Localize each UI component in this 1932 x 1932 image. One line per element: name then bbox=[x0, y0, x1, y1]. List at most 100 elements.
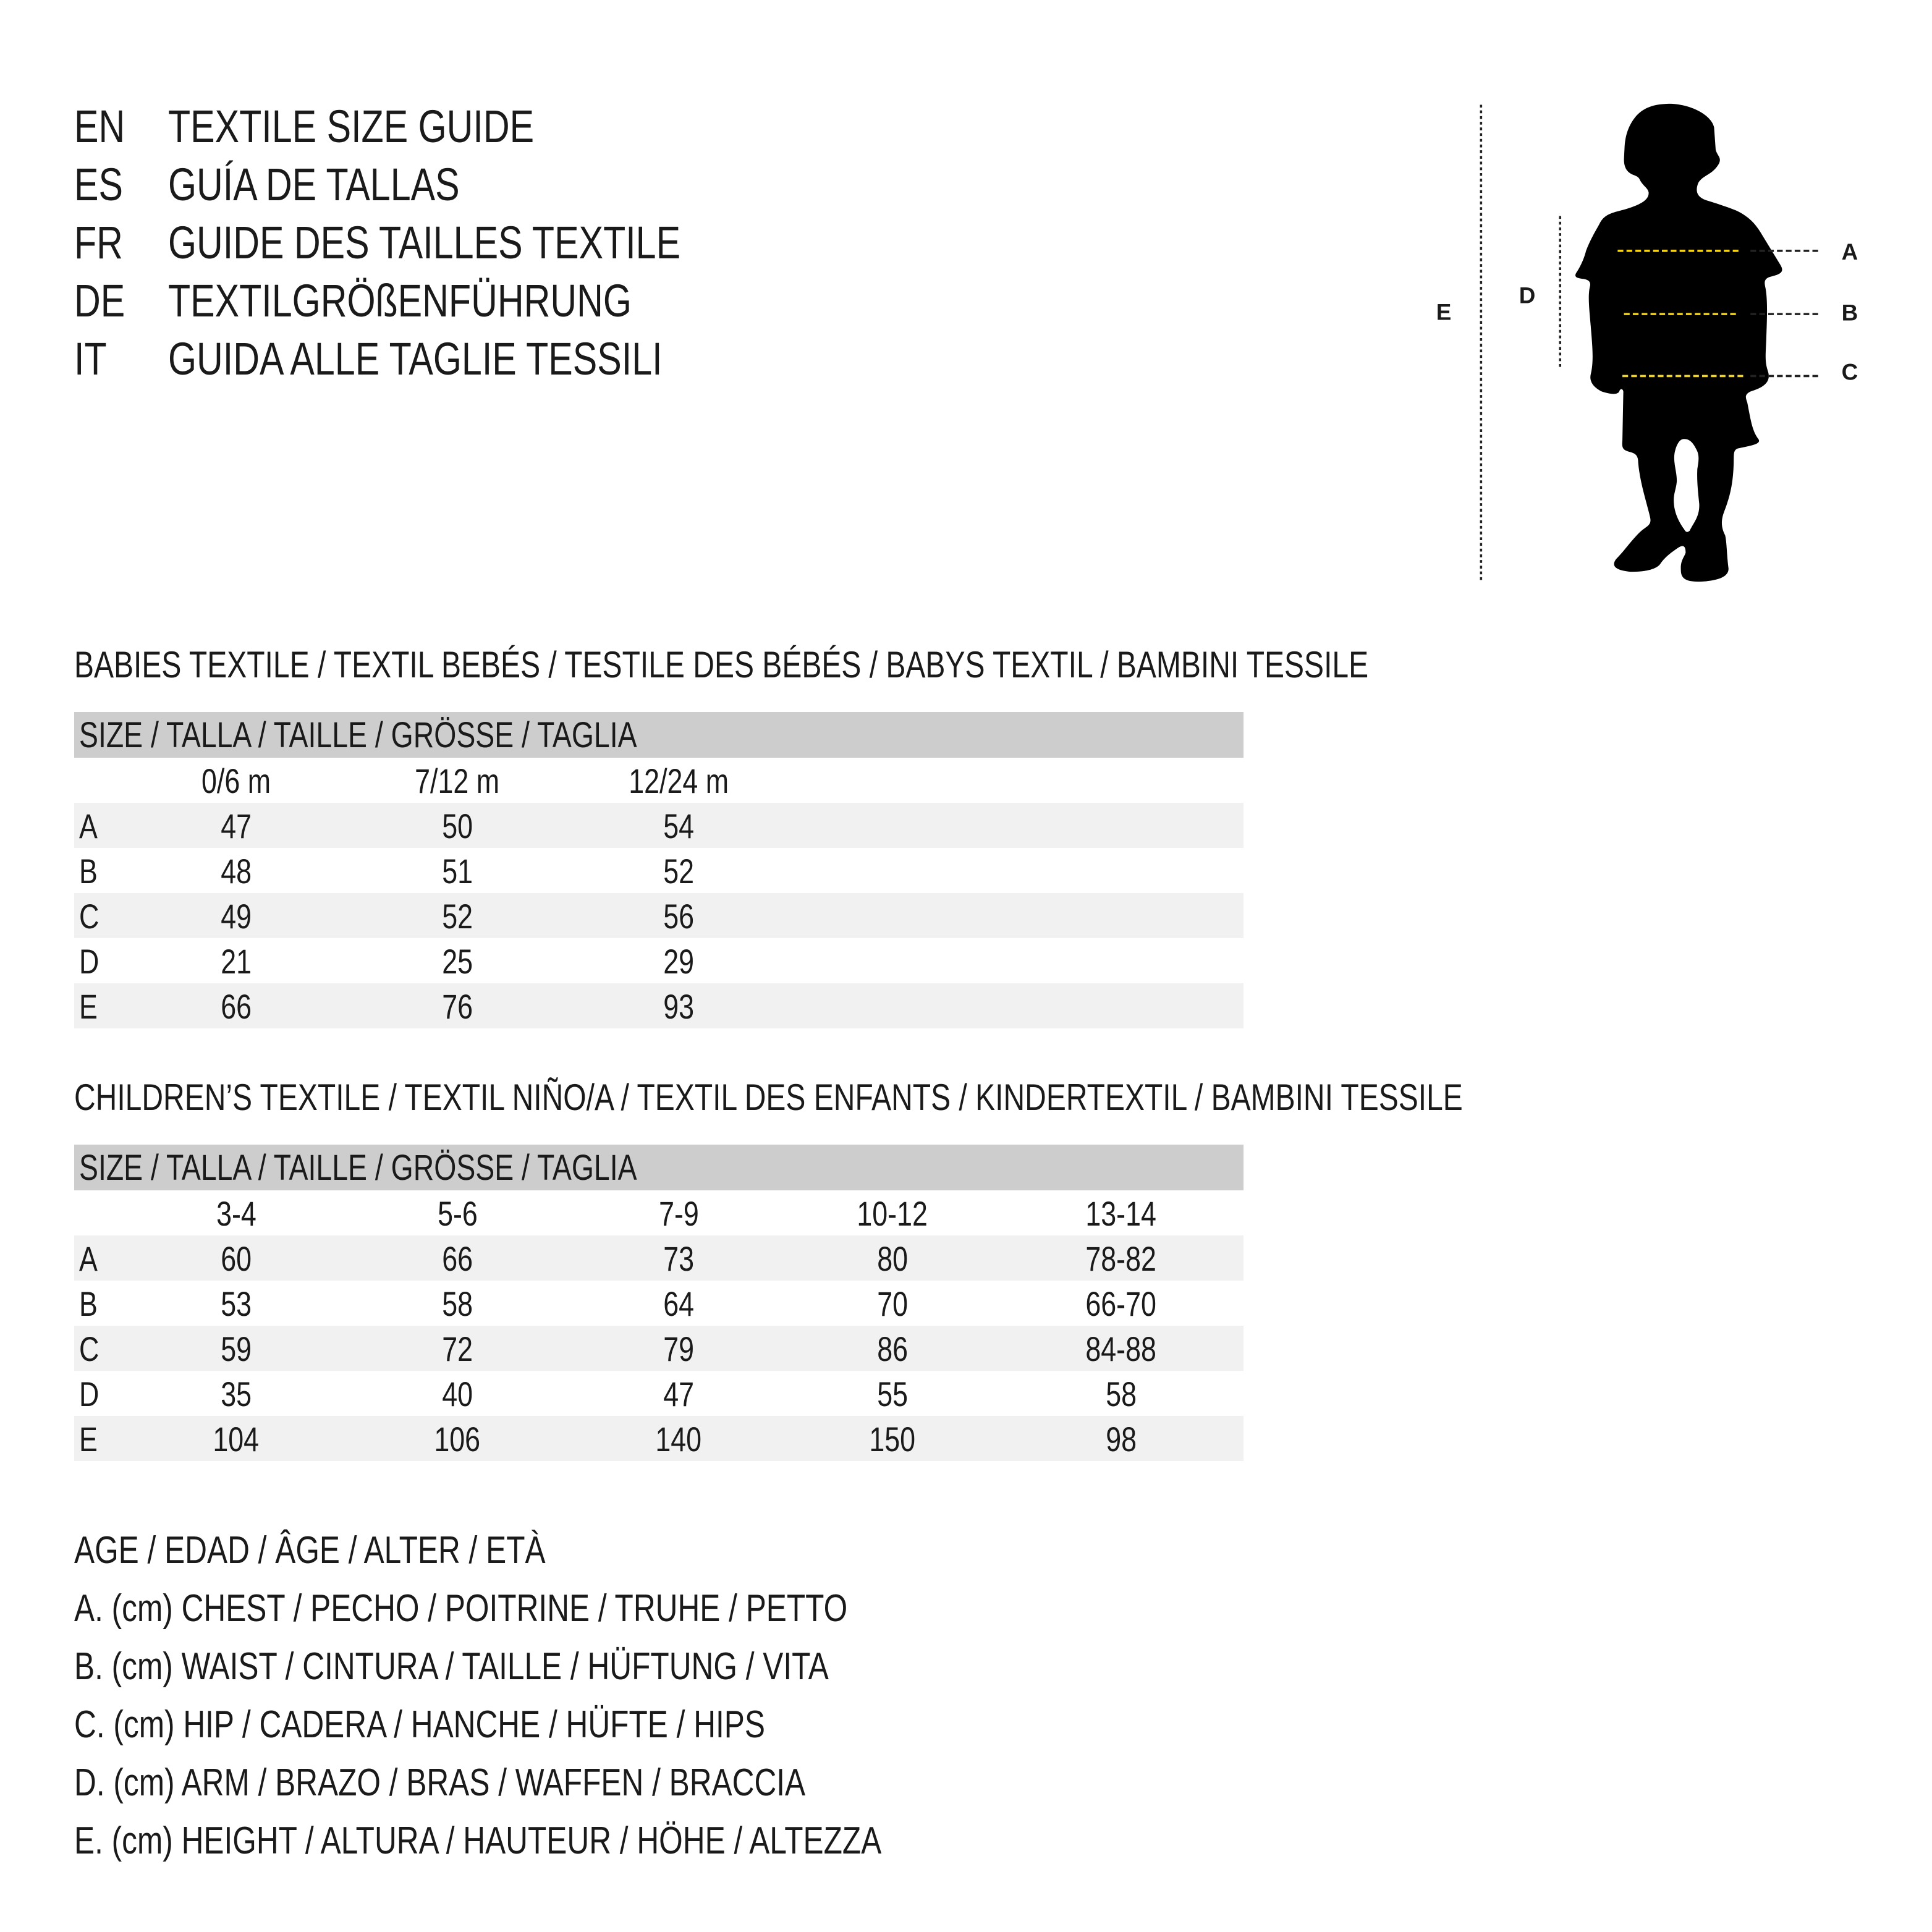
child-silhouette bbox=[1575, 103, 1782, 582]
table-cell: 50 bbox=[365, 803, 550, 850]
table-cell: 55 bbox=[800, 1371, 985, 1418]
size-header-text: SIZE / TALLA / TAILLE / GRÖSSE / TAGLIA bbox=[79, 1148, 637, 1188]
legend-text: C. (cm) HIP / CADERA / HANCHE / HÜFTE / … bbox=[74, 1703, 765, 1746]
table-cell: 78-82 bbox=[1028, 1235, 1214, 1282]
label-c: C bbox=[1842, 360, 1858, 385]
lang-code: IT bbox=[74, 333, 107, 384]
cell-value: 84-88 bbox=[1085, 1329, 1157, 1368]
cell-value: 73 bbox=[663, 1239, 694, 1278]
table-row: C 49 52 56 bbox=[74, 893, 1244, 938]
babies-title-text: BABIES TEXTILE / TEXTIL BEBÉS / TESTILE … bbox=[74, 644, 1369, 685]
table-cell: 76 bbox=[365, 983, 550, 1030]
cell-value: 66 bbox=[221, 987, 252, 1026]
row-label: D bbox=[79, 942, 100, 981]
cell-value: 79 bbox=[663, 1329, 694, 1368]
table-cell: 47 bbox=[586, 1371, 771, 1418]
legend-age: AGE / EDAD / ÂGE / ALTER / ETÀ bbox=[74, 1522, 663, 1580]
label-b: B bbox=[1842, 300, 1858, 325]
title-text: GUIDE DES TAILLES TEXTILE bbox=[168, 217, 681, 268]
cell-value: 47 bbox=[663, 1375, 694, 1413]
row-label: C bbox=[79, 1329, 100, 1368]
cell-value: 93 bbox=[663, 987, 694, 1026]
table-cell: 35 bbox=[143, 1371, 329, 1418]
cell-value: 106 bbox=[434, 1420, 481, 1459]
table-cell: 106 bbox=[365, 1416, 550, 1463]
table-row: E 66 76 93 bbox=[74, 983, 1244, 1028]
child-measurement-figure: A B C D E bbox=[1436, 103, 1858, 582]
cell-value: 40 bbox=[442, 1375, 473, 1413]
cell-value: 35 bbox=[221, 1375, 252, 1413]
table-cell: 53 bbox=[143, 1281, 329, 1328]
cell-value: 70 bbox=[877, 1284, 908, 1323]
table-row: E 104 106 140 150 98 bbox=[74, 1416, 1244, 1461]
label-d: D bbox=[1519, 283, 1536, 308]
cell-value: 80 bbox=[877, 1239, 908, 1278]
table-cell: 25 bbox=[365, 938, 550, 985]
column-header-row: 0/6 m 7/12 m 12/24 m bbox=[74, 758, 1244, 803]
cell-value: 78-82 bbox=[1085, 1239, 1157, 1278]
cell-value: 50 bbox=[442, 807, 473, 845]
table-row: A 47 50 54 bbox=[74, 803, 1244, 848]
row-label: A bbox=[79, 807, 98, 845]
cell-value: 55 bbox=[877, 1375, 908, 1413]
column-header-text: 3-4 bbox=[216, 1194, 256, 1233]
table-cell: 48 bbox=[143, 848, 329, 895]
cell-value: 72 bbox=[442, 1329, 473, 1368]
cell-value: 66-70 bbox=[1085, 1284, 1157, 1323]
table-row: C 59 72 79 86 84-88 bbox=[74, 1326, 1244, 1371]
label-a: A bbox=[1842, 239, 1858, 265]
column-header: 10-12 bbox=[800, 1190, 985, 1237]
table-cell: 98 bbox=[1028, 1416, 1214, 1463]
lang-code: EN bbox=[74, 101, 125, 152]
cell-value: 51 bbox=[442, 852, 473, 891]
cell-value: 76 bbox=[442, 987, 473, 1026]
table-cell: 86 bbox=[800, 1326, 985, 1373]
table-cell: 70 bbox=[800, 1281, 985, 1328]
column-header-text: 7-9 bbox=[658, 1194, 699, 1233]
table-cell: 58 bbox=[1028, 1371, 1214, 1418]
lang-code: DE bbox=[74, 275, 125, 326]
lang-code: FR bbox=[74, 217, 123, 268]
table-cell: 93 bbox=[586, 983, 771, 1030]
column-header-text: 5-6 bbox=[437, 1194, 478, 1233]
table-cell: 66 bbox=[365, 1235, 550, 1282]
table-cell: 21 bbox=[143, 938, 329, 985]
children-section-title: CHILDREN’S TEXTILE / TEXTIL NIÑO/A / TEX… bbox=[74, 1073, 1810, 1122]
cell-value: 54 bbox=[663, 807, 694, 845]
table-cell: 52 bbox=[365, 893, 550, 940]
table-row: B 53 58 64 70 66-70 bbox=[74, 1281, 1244, 1326]
column-header-row: 3-4 5-6 7-9 10-12 13-14 bbox=[74, 1190, 1244, 1235]
column-header: 7-9 bbox=[586, 1190, 771, 1237]
table-cell: 54 bbox=[586, 803, 771, 850]
table-cell: 84-88 bbox=[1028, 1326, 1214, 1373]
cell-value: 52 bbox=[663, 852, 694, 891]
column-header: 13-14 bbox=[1028, 1190, 1214, 1237]
table-row: A 60 66 73 80 78-82 bbox=[74, 1235, 1244, 1281]
column-header-text: 12/24 m bbox=[629, 761, 729, 800]
cell-value: 140 bbox=[655, 1420, 702, 1459]
label-e: E bbox=[1436, 299, 1452, 324]
table-cell: 73 bbox=[586, 1235, 771, 1282]
column-header: 0/6 m bbox=[143, 758, 329, 805]
cell-value: 47 bbox=[221, 807, 252, 845]
legend-height: E. (cm) HEIGHT / ALTURA / HAUTEUR / HÖHE… bbox=[74, 1812, 1083, 1870]
cell-value: 58 bbox=[1106, 1375, 1137, 1413]
column-header: 7/12 m bbox=[365, 758, 550, 805]
cell-value: 53 bbox=[221, 1284, 252, 1323]
table-cell: 64 bbox=[586, 1281, 771, 1328]
row-label: E bbox=[79, 1420, 98, 1459]
table-cell: 60 bbox=[143, 1235, 329, 1282]
cell-value: 60 bbox=[221, 1239, 252, 1278]
legend-waist: B. (cm) WAIST / CINTURA / TAILLE / HÜFTU… bbox=[74, 1638, 1017, 1696]
legend-arm: D. (cm) ARM / BRAZO / BRAS / WAFFEN / BR… bbox=[74, 1754, 988, 1812]
row-label: C bbox=[79, 897, 100, 936]
cell-value: 25 bbox=[442, 942, 473, 981]
table-cell: 72 bbox=[365, 1326, 550, 1373]
table-cell: 49 bbox=[143, 893, 329, 940]
title-text: TEXTILGRÖßENFÜHRUNG bbox=[168, 275, 632, 326]
cell-value: 56 bbox=[663, 897, 694, 936]
column-header-text: 10-12 bbox=[857, 1194, 928, 1233]
row-label: E bbox=[79, 987, 98, 1026]
table-cell: 52 bbox=[586, 848, 771, 895]
table-cell: 56 bbox=[586, 893, 771, 940]
